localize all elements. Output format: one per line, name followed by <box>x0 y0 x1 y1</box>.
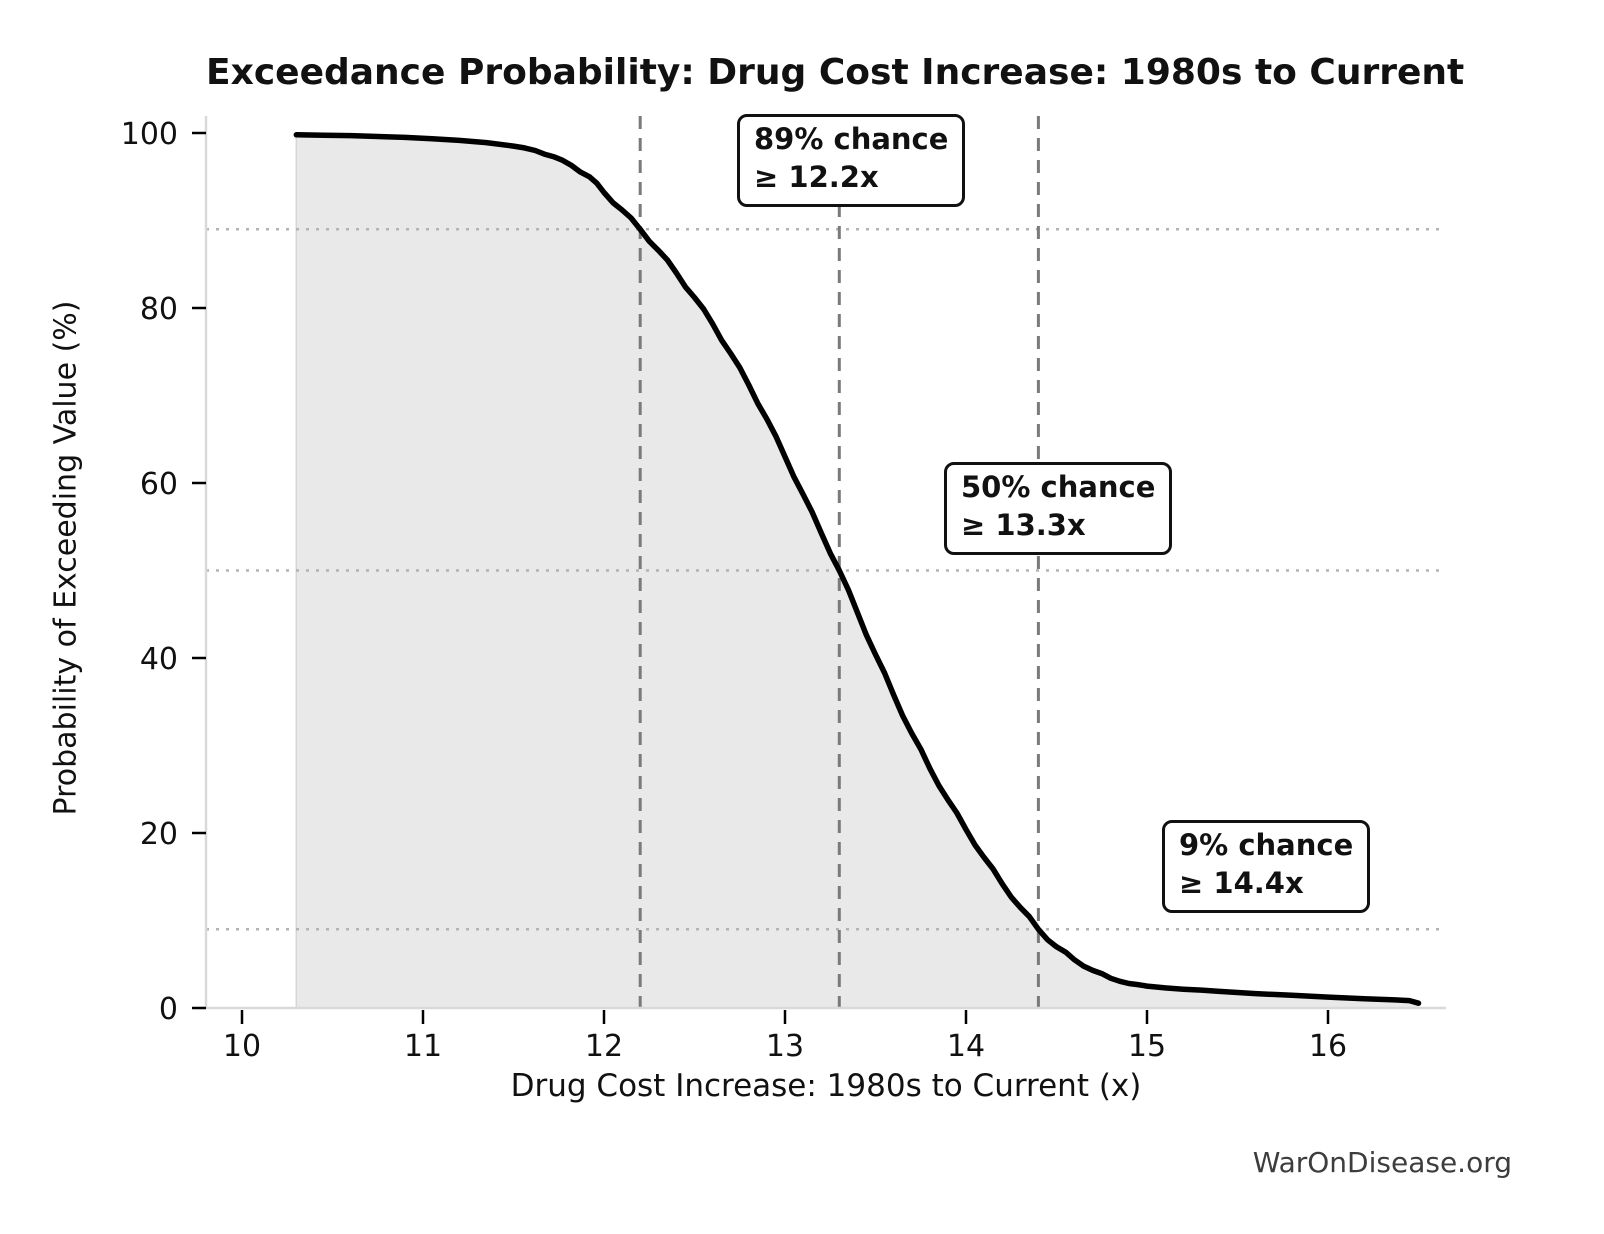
x-tick-label: 16 <box>1309 1029 1347 1064</box>
exceedance-curve <box>293 132 1422 1006</box>
annotation-50-line2: ≥ 13.3x <box>961 507 1086 542</box>
axis-ticks <box>192 131 1330 1024</box>
x-tick-label: 10 <box>223 1029 261 1064</box>
y-tick-label: 20 <box>140 817 178 852</box>
chart-title: Exceedance Probability: Drug Cost Increa… <box>206 52 1465 93</box>
x-tick-label: 14 <box>947 1029 985 1064</box>
annotation-9-line2: ≥ 14.4x <box>1179 865 1304 900</box>
dashed-threshold-lines <box>638 116 1040 1008</box>
annotation-9-percent: 9% chance ≥ 14.4x <box>1162 820 1371 914</box>
y-axis-label: Probability of Exceeding Value (%) <box>48 300 84 816</box>
x-tick-label: 11 <box>404 1029 442 1064</box>
y-tick-label: 100 <box>121 117 178 152</box>
axis-tick-labels: 10 11 12 13 14 15 16 0 20 40 60 80 100 <box>121 117 1347 1064</box>
exceedance-curve-path <box>293 132 1422 1006</box>
y-tick-label: 60 <box>140 467 178 502</box>
annotation-9-line1: 9% chance <box>1179 828 1354 862</box>
watermark: WarOnDisease.org <box>1252 1146 1512 1179</box>
x-tick-label: 15 <box>1128 1029 1166 1064</box>
y-tick-label: 80 <box>140 292 178 327</box>
annotation-50-line1: 50% chance <box>961 470 1156 504</box>
annotation-89-percent: 89% chance ≥ 12.2x <box>737 114 966 208</box>
axis-spines <box>198 116 1446 1010</box>
dotted-probability-lines <box>206 228 1446 931</box>
area-under-curve <box>296 134 1419 1009</box>
annotation-50-percent: 50% chance ≥ 13.3x <box>944 462 1173 556</box>
x-tick-label: 12 <box>585 1029 623 1064</box>
x-axis-label: Drug Cost Increase: 1980s to Current (x) <box>510 1068 1142 1104</box>
annotation-89-line2: ≥ 12.2x <box>754 159 879 194</box>
x-tick-label: 13 <box>766 1029 804 1064</box>
y-tick-label: 0 <box>159 992 178 1027</box>
annotation-89-line1: 89% chance <box>754 122 949 156</box>
y-tick-label: 40 <box>140 642 178 677</box>
